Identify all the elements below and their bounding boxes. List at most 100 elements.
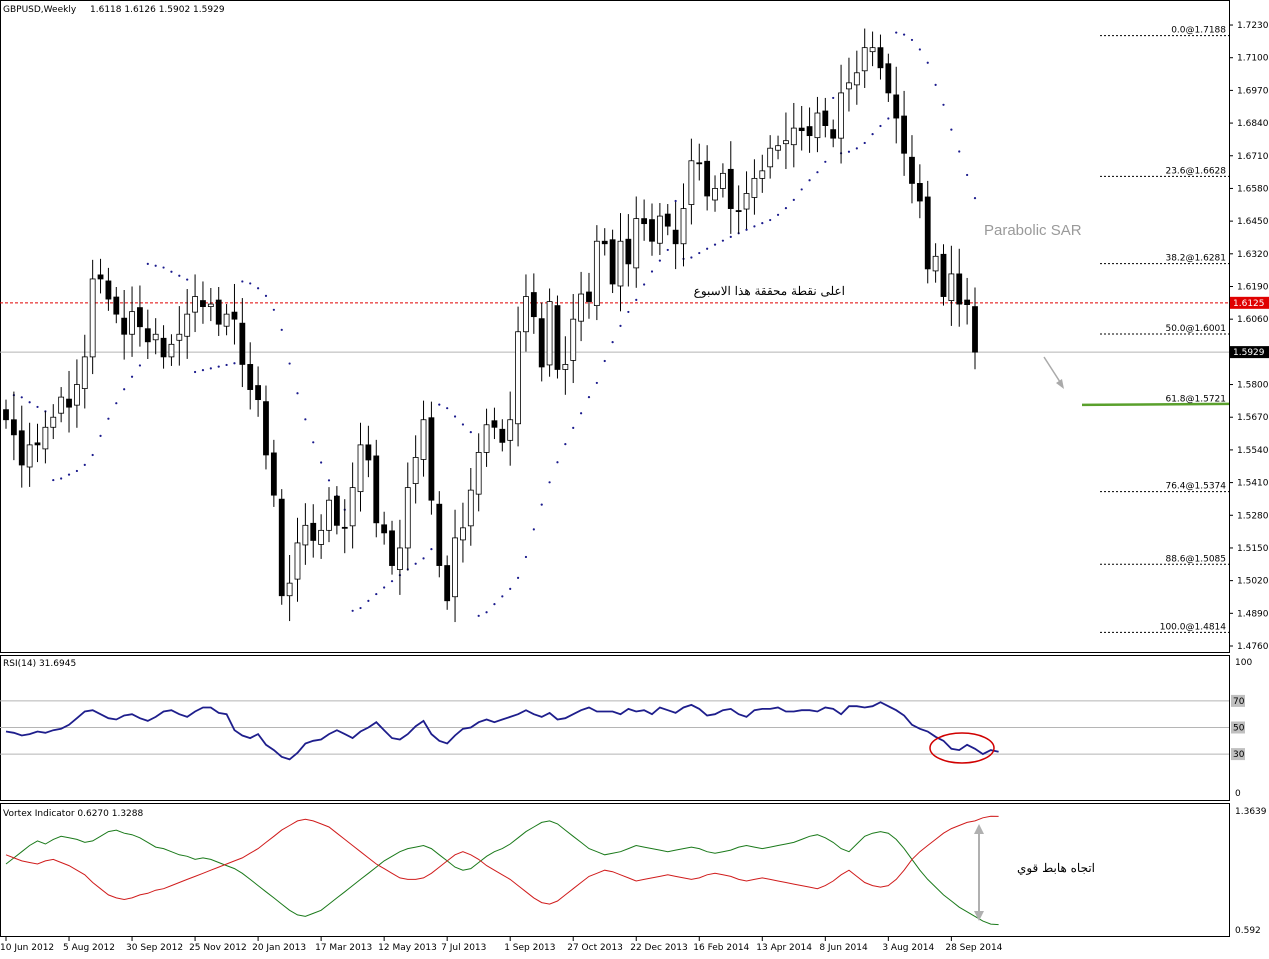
sar-dot (312, 441, 315, 444)
sar-dot (83, 463, 86, 466)
candle (901, 90, 907, 176)
sar-dot (863, 141, 866, 145)
bear-candle-body (649, 219, 655, 242)
price-tick-label: 1.5410 (1237, 479, 1269, 489)
bull-candle-body (81, 356, 88, 389)
bull-candle-body (633, 218, 640, 269)
candle (593, 225, 600, 321)
sar-dot (375, 592, 378, 596)
sar-dot (847, 150, 851, 153)
rsi-level-box (1231, 694, 1245, 707)
candle (152, 318, 159, 355)
bull-candle-body (412, 457, 419, 484)
candle (10, 391, 17, 461)
bear-candle-body (247, 364, 254, 390)
fib-level-label: 23.6@1.6628 (1165, 166, 1226, 176)
time-tick-label: 5 Aug 2012 (63, 943, 115, 953)
bull-candle-body (192, 296, 198, 313)
sar-dot (548, 481, 551, 484)
bull-candle-body (475, 452, 482, 495)
candle (270, 439, 277, 507)
bull-candle-body (759, 170, 766, 179)
candle (948, 245, 955, 326)
candle (286, 554, 293, 622)
candle (877, 34, 884, 80)
time-tick-label: 22 Dec 2013 (630, 943, 688, 953)
candle (341, 499, 348, 554)
vortex-minus-line (5, 815, 999, 905)
bull-candle-body (326, 499, 332, 531)
sar-dot (950, 128, 953, 131)
sar-dot (351, 609, 354, 612)
candle (255, 366, 261, 417)
bear-candle-body (278, 498, 285, 597)
candle (404, 462, 411, 571)
candle (176, 306, 183, 366)
sar-dot (107, 417, 110, 420)
sar-dot (611, 341, 614, 344)
rsi-level-label: 50 (1233, 724, 1245, 734)
trend-span-arrow-head-top (974, 824, 984, 834)
candle (420, 400, 427, 477)
bull-candle-body (467, 489, 474, 527)
candle (806, 107, 813, 153)
price-pane-frame (0, 0, 1230, 653)
sar-dot (446, 407, 449, 410)
candle (121, 290, 128, 360)
time-tick-label: 30 Sep 2012 (126, 943, 183, 953)
candle (294, 517, 301, 602)
candle (798, 105, 805, 151)
candle (302, 503, 309, 565)
candle (50, 404, 57, 440)
bear-candle-body (972, 306, 978, 353)
vortex-tick-label: 0.592 (1235, 926, 1261, 936)
vortex-title: Vortex Indicator 0.6270 1.3288 (3, 809, 144, 819)
price-tick-label: 1.6190 (1237, 282, 1269, 292)
bear-candle-body (105, 280, 112, 300)
time-tick-label: 3 Aug 2014 (882, 943, 934, 953)
bull-candle-body (184, 313, 191, 337)
current-price-box (1230, 346, 1269, 359)
candle (869, 31, 876, 67)
bull-candle-body (790, 127, 797, 146)
forecast-arrow-head (1056, 379, 1064, 389)
candle (3, 399, 9, 429)
sar-dot (619, 324, 622, 327)
candle (964, 277, 971, 325)
bull-candle-body (932, 255, 939, 272)
sar-dot (966, 173, 969, 177)
bear-candle-body (940, 253, 947, 297)
sar-dot (20, 396, 23, 399)
candle (696, 143, 703, 181)
bear-candle-body (137, 307, 143, 328)
time-tick-label: 7 Jul 2013 (441, 943, 486, 953)
bull-candle-body (294, 542, 301, 580)
time-tick-label: 1 Sep 2013 (504, 943, 555, 953)
candle (586, 272, 592, 319)
sar-dot (280, 328, 283, 331)
candle (562, 336, 569, 395)
candle (680, 183, 687, 267)
candles (3, 28, 978, 623)
bull-candle-body (861, 47, 868, 72)
bear-candle-body (806, 126, 813, 137)
bull-candle-body (570, 318, 577, 361)
sar-dot (792, 198, 795, 201)
fib-level-label: 76.4@1.5374 (1165, 482, 1226, 492)
sar-dot (264, 294, 268, 297)
candle (137, 285, 143, 347)
bear-candle-body (113, 296, 120, 315)
bull-candle-body (688, 160, 695, 205)
bull-candle-body (814, 112, 821, 139)
candle (389, 520, 395, 575)
bear-candle-body (97, 274, 104, 280)
price-tick-label: 1.6840 (1237, 119, 1269, 129)
sar-dot (910, 38, 914, 42)
fib-level-label: 38.2@1.6281 (1165, 254, 1226, 264)
bear-candle-body (956, 273, 963, 305)
sar-dot (761, 222, 764, 225)
candle (672, 202, 679, 270)
fibonacci-labels: 0.0@1.7188 23.6@1.6628 38.2@1.6281 50.0@1.6… (1081, 26, 1230, 633)
sar-dot (178, 274, 181, 277)
candle (846, 57, 852, 112)
